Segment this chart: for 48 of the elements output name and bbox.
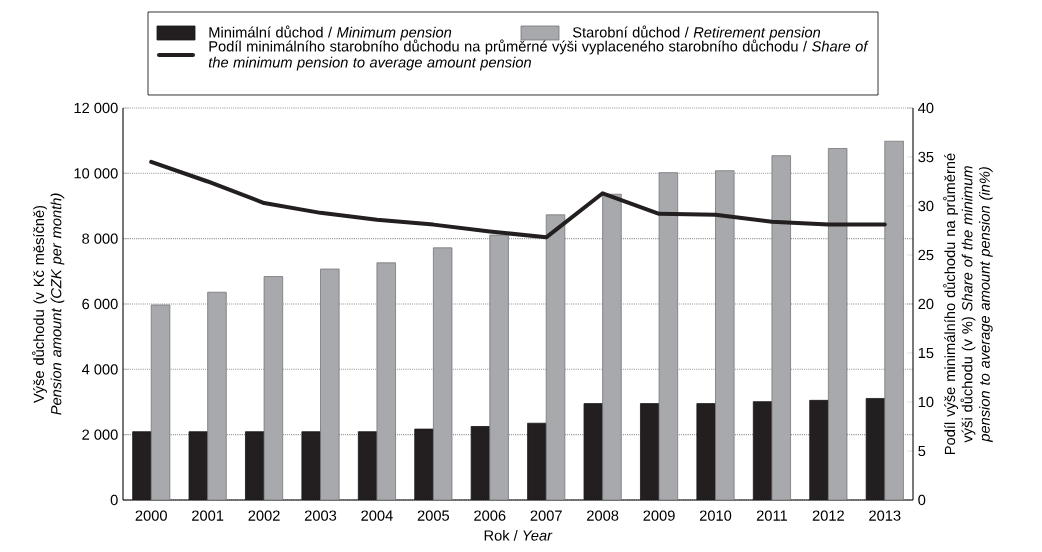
bar: [263, 276, 284, 500]
x-tick-label: 2013: [869, 510, 901, 521]
y2-tick-label: 5: [918, 445, 926, 457]
bar: [432, 247, 453, 500]
y-tick-label: 4 000: [81, 364, 118, 375]
y2-tick-label: 20: [918, 298, 934, 310]
y-tick-label: 2 000: [82, 429, 118, 440]
x-tick-label: 2009: [643, 510, 675, 521]
bar: [150, 304, 171, 500]
y2-tick-label: 0: [918, 494, 926, 506]
bar: [602, 193, 622, 500]
y-tick-label: 0: [110, 494, 118, 506]
bar: [207, 291, 227, 500]
x-axis-title: Rok / Year: [484, 529, 553, 541]
x-tick-label: 2000: [135, 510, 167, 521]
y-tick-label: 12 000: [74, 102, 118, 114]
y2-tick-label: 10: [918, 396, 934, 408]
bar: [884, 140, 904, 500]
bar: [827, 148, 848, 500]
x-tick-label: 2012: [812, 510, 844, 521]
y2-tick-label: 15: [918, 347, 934, 359]
x-tick-label: 2001: [192, 510, 224, 521]
y-axis-title: Výše důchodu (v Kč měsíčně) Pension amount (CZK per month): [32, 193, 65, 415]
x-tick-label: 2002: [248, 510, 280, 521]
bar: [658, 172, 679, 500]
y2-tick-label: 30: [918, 200, 934, 212]
y2-tick-label: 35: [918, 151, 934, 163]
x-tick-label: 2010: [699, 510, 732, 521]
x-tick-label: 2003: [304, 510, 337, 521]
x-tick-label: 2008: [587, 510, 619, 521]
y2-tick-label: 25: [918, 249, 934, 261]
bar: [320, 268, 340, 500]
bar: [545, 214, 566, 500]
y-tick-label: 6 000: [82, 298, 118, 310]
x-tick-label: 2005: [417, 510, 450, 521]
x-tick-label: 2011: [756, 510, 787, 521]
bar: [715, 170, 735, 500]
x-tick-label: 2006: [474, 510, 506, 521]
line-series: [149, 159, 887, 240]
x-tick-label: 2004: [361, 510, 393, 521]
bar: [489, 234, 509, 500]
x-tick-label: 2007: [530, 510, 562, 521]
bar: [771, 155, 791, 500]
bar: [376, 262, 396, 500]
y2-tick-label: 40: [918, 102, 934, 114]
y-tick-label: 10 000: [74, 168, 118, 179]
y-tick-label: 8 000: [82, 233, 118, 244]
legend-label: Minimální důchod / Minimum pension: [209, 25, 452, 41]
